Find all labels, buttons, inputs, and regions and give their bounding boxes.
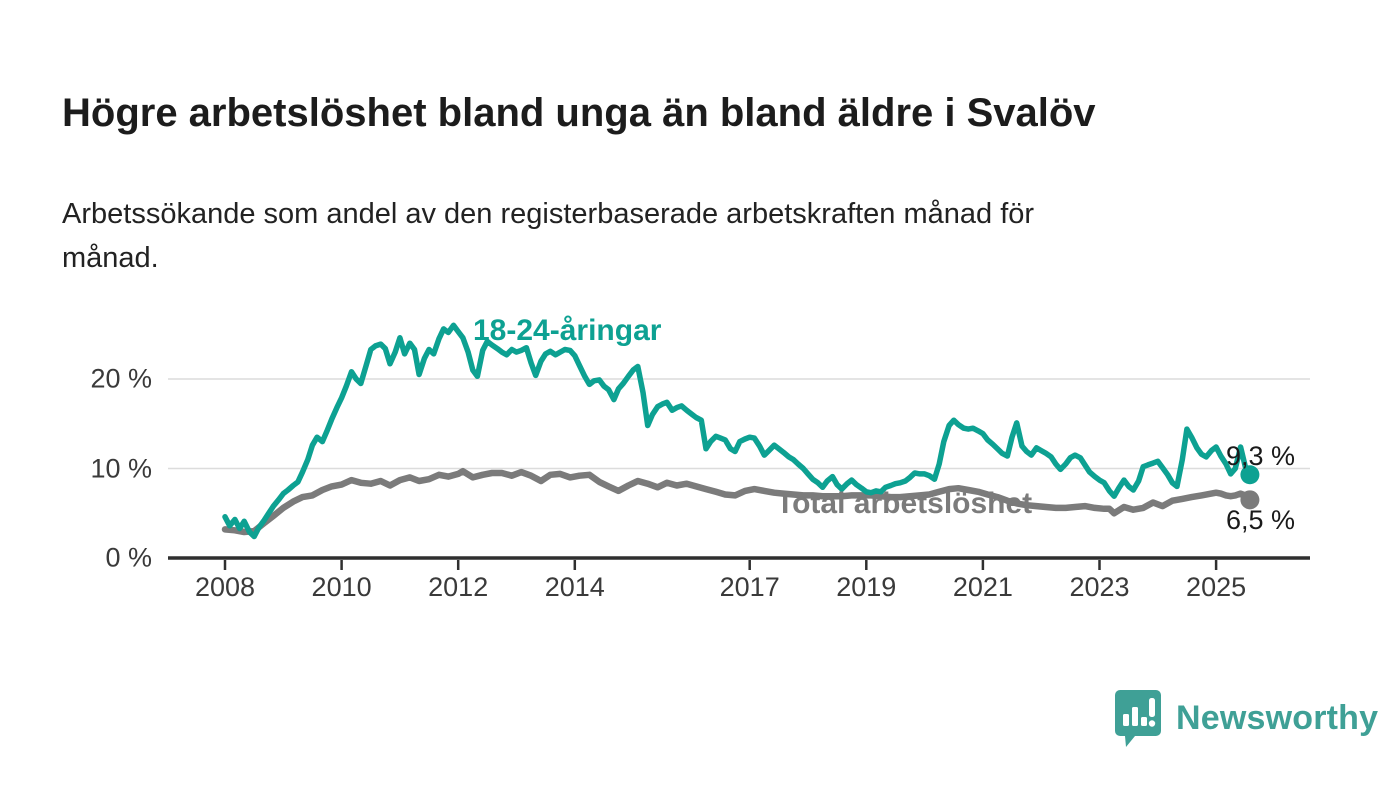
end-value-label-total: 6,5 % xyxy=(1226,505,1296,535)
x-tick-label-2017: 2017 xyxy=(719,572,780,602)
x-tick-label-2008: 2008 xyxy=(194,572,256,602)
x-tick-label-2014: 2014 xyxy=(544,572,605,602)
x-tick-label-2023: 2023 xyxy=(1069,572,1130,602)
series-end-dot-young xyxy=(1240,465,1260,485)
logo-exclamation-dot xyxy=(1148,720,1156,727)
page-title: Högre arbetslöshet bland unga än bland ä… xyxy=(62,90,1096,135)
x-tick-label-2012: 2012 xyxy=(428,572,489,602)
x-tick-label-2019: 2019 xyxy=(836,572,897,602)
y-tick-label-10: 10 % xyxy=(90,453,152,483)
newsworthy-logo-icon xyxy=(1115,690,1161,747)
y-tick-label-0: 0 % xyxy=(105,542,152,573)
logo-bar-2 xyxy=(1132,707,1138,726)
logo-bar-3 xyxy=(1141,717,1147,726)
x-tick-label-2021: 2021 xyxy=(952,572,1013,602)
logo-exclamation-bar xyxy=(1149,698,1155,717)
y-tick-label-20: 20 % xyxy=(90,363,152,394)
chart-subtitle: Arbetssökande som andel av den registerb… xyxy=(62,198,1035,274)
series-end-dot-total xyxy=(1240,490,1260,510)
end-value-label-young: 9,3 % xyxy=(1226,441,1296,471)
series-line-total xyxy=(221,467,1254,536)
newsworthy-logo-text: Newsworthy xyxy=(1176,698,1379,737)
series-label-young: 18-24-åringar xyxy=(473,314,662,347)
logo-bar-1 xyxy=(1123,714,1129,726)
series-label-total: Total arbetslöshet xyxy=(776,487,1033,520)
series-line-young xyxy=(222,322,1253,540)
x-tick-label-2010: 2010 xyxy=(311,572,372,602)
x-tick-label-2025: 2025 xyxy=(1186,572,1247,602)
newsworthy-logo: Newsworthy xyxy=(1113,688,1378,748)
